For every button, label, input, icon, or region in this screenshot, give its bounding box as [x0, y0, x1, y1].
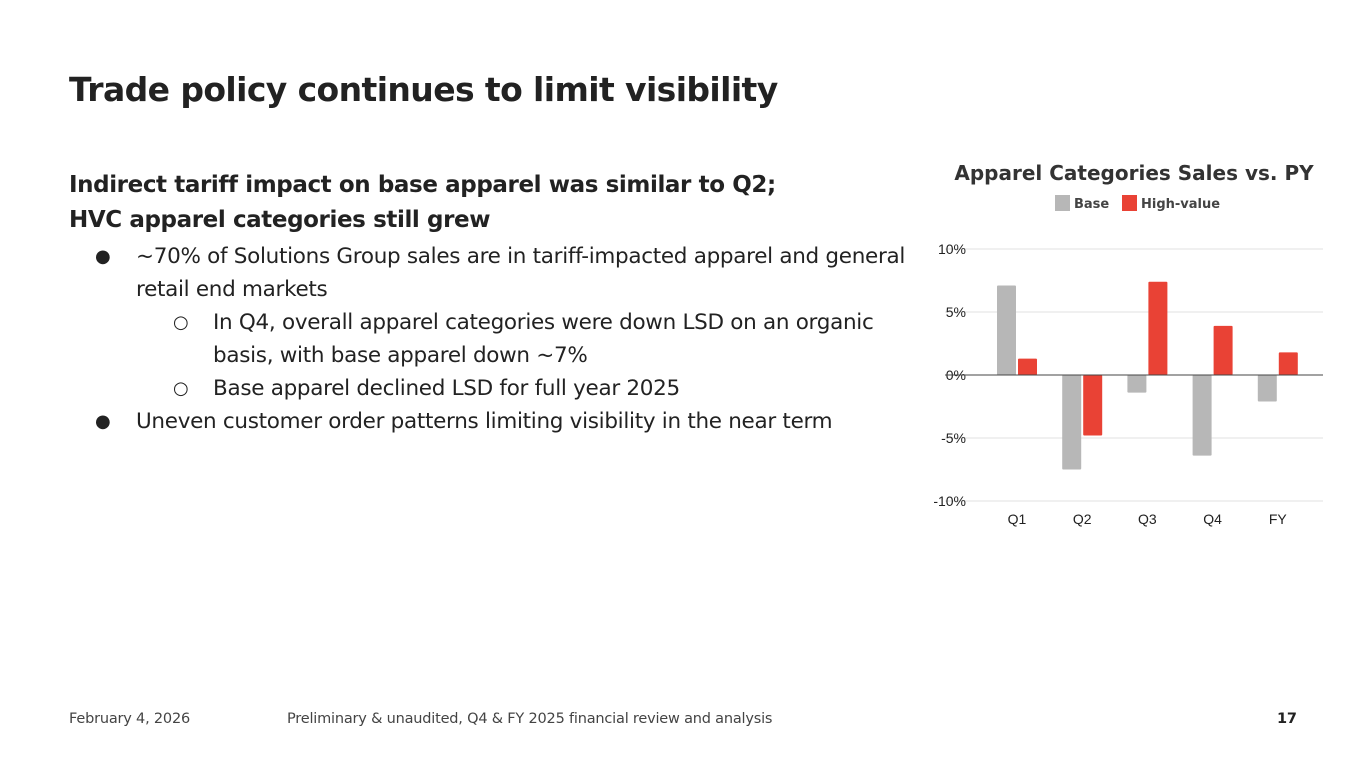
legend-label-base: Base — [1074, 197, 1109, 212]
chart-bars — [997, 281, 1298, 470]
apparel-sales-chart: Apparel Categories Sales vs. PY Base Hig… — [920, 150, 1340, 540]
bullet-dot-icon: ● — [95, 246, 111, 267]
legend-swatch-base — [1055, 195, 1070, 211]
bar-base-q3 — [1127, 375, 1147, 393]
bullet-text: Base apparel declined LSD for full year … — [213, 376, 680, 401]
sub-bullet-item: ○ In Q4, overall apparel categories were… — [69, 306, 909, 372]
bar-high-value-fy — [1278, 352, 1298, 375]
x-tick-label: Q3 — [1138, 511, 1157, 527]
y-tick-label: 10% — [938, 241, 966, 257]
footer-date: February 4, 2026 — [69, 711, 191, 727]
x-axis-ticks: Q1 Q2 Q3 Q4 FY — [1008, 511, 1288, 527]
subheading-line-2: HVC apparel categories still grew — [69, 207, 491, 233]
bullet-dot-icon: ● — [95, 411, 111, 432]
bullet-circle-icon: ○ — [173, 378, 189, 399]
x-tick-label: FY — [1269, 511, 1288, 527]
subheading-line-1: Indirect tariff impact on base apparel w… — [69, 172, 776, 198]
bullet-text: In Q4, overall apparel categories were d… — [213, 310, 874, 368]
chart-svg: Apparel Categories Sales vs. PY Base Hig… — [933, 161, 1323, 527]
x-tick-label: Q2 — [1073, 511, 1092, 527]
x-tick-label: Q4 — [1203, 511, 1222, 527]
bar-base-q4 — [1192, 375, 1212, 456]
bar-base-q1 — [997, 285, 1016, 375]
bullet-list: ● ~70% of Solutions Group sales are in t… — [69, 240, 909, 438]
slide-title: Trade policy continues to limit visibili… — [69, 70, 778, 109]
bar-high-value-q1 — [1018, 358, 1037, 375]
chart-title: Apparel Categories Sales vs. PY — [954, 161, 1314, 185]
bar-high-value-q4 — [1213, 325, 1233, 375]
bullet-text: ~70% of Solutions Group sales are in tar… — [136, 244, 906, 302]
footer-description: Preliminary & unaudited, Q4 & FY 2025 fi… — [287, 711, 773, 727]
sub-bullet-item: ○ Base apparel declined LSD for full yea… — [69, 372, 909, 405]
bullet-item: ● Uneven customer order patterns limitin… — [69, 405, 909, 438]
bullet-item: ● ~70% of Solutions Group sales are in t… — [69, 240, 909, 306]
legend-label-high-value: High-value — [1141, 197, 1220, 212]
bar-base-fy — [1257, 375, 1277, 402]
bar-high-value-q3 — [1148, 281, 1168, 375]
legend-swatch-high-value — [1122, 195, 1137, 211]
y-axis-ticks: 10%5%0%-5%-10% — [933, 241, 966, 509]
bar-high-value-q2 — [1083, 375, 1103, 436]
bullet-circle-icon: ○ — [173, 312, 189, 333]
page-number: 17 — [1277, 711, 1297, 727]
bar-base-q2 — [1062, 375, 1082, 470]
subheading: Indirect tariff impact on base apparel w… — [69, 168, 849, 238]
y-tick-label: -10% — [933, 493, 966, 509]
y-tick-label: -5% — [941, 430, 966, 446]
bullet-text: Uneven customer order patterns limiting … — [136, 409, 833, 434]
y-tick-label: 5% — [946, 304, 966, 320]
chart-legend: Base High-value — [1055, 195, 1220, 212]
x-tick-label: Q1 — [1008, 511, 1027, 527]
